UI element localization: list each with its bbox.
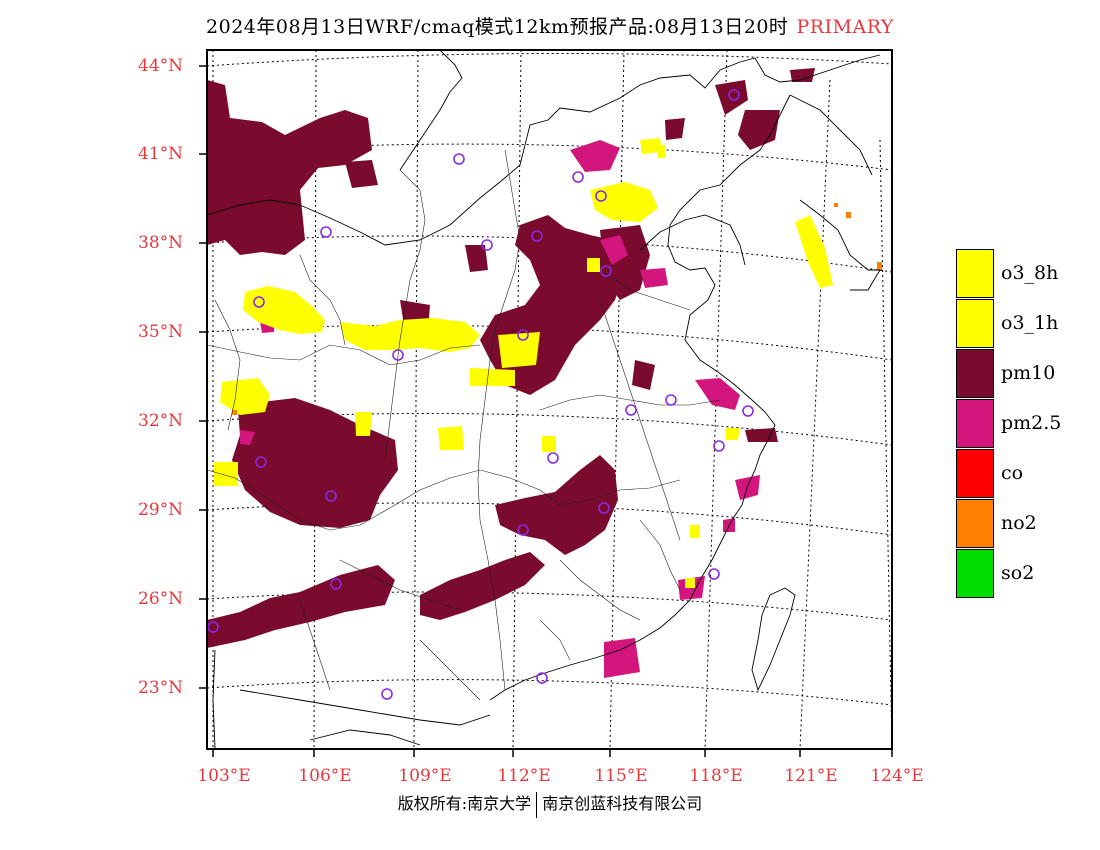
- primary-tag: PRIMARY: [796, 16, 894, 38]
- lon-label-124: 124°E: [870, 766, 924, 786]
- lat-label-26: 26°N: [138, 589, 184, 609]
- lat-label-38: 38°N: [138, 233, 184, 253]
- map-content: [207, 50, 892, 749]
- legend-label-so2: so2: [1001, 562, 1035, 584]
- copyright-divider: [536, 791, 538, 818]
- pm25-regions: [240, 140, 760, 678]
- title-text: 2024年08月13日WRF/cmaq模式12km预报产品:08月13日20时: [206, 16, 789, 38]
- legend-item-so2: so2: [956, 549, 1100, 599]
- lon-label-121: 121°E: [784, 766, 838, 786]
- legend-swatch-o3-8h: [956, 249, 994, 298]
- lon-label-112: 112°E: [497, 766, 551, 786]
- legend-swatch-no2: [956, 499, 994, 548]
- legend-swatch-pm10: [956, 349, 994, 398]
- lon-label-115: 115°E: [594, 766, 648, 786]
- lat-label-35: 35°N: [138, 322, 184, 342]
- copyright-university: 版权所有:南京大学: [397, 794, 532, 813]
- lon-label-109: 109°E: [398, 766, 452, 786]
- legend-item-o3-8h: o3_8h: [956, 249, 1100, 299]
- copyright: 版权所有:南京大学 南京创蓝科技有限公司: [0, 790, 1100, 818]
- legend-label-co: co: [1001, 462, 1024, 484]
- lat-label-23: 23°N: [138, 678, 184, 698]
- legend: o3_8h o3_1h pm10 pm2.5 co no2 so2: [956, 249, 1100, 599]
- legend-item-pm25: pm2.5: [956, 399, 1100, 449]
- legend-label-pm10: pm10: [1001, 362, 1056, 384]
- legend-item-no2: no2: [956, 499, 1100, 549]
- legend-item-co: co: [956, 449, 1100, 499]
- legend-item-o3-1h: o3_1h: [956, 299, 1100, 349]
- lon-label-118: 118°E: [689, 766, 743, 786]
- copyright-company: 南京创蓝科技有限公司: [542, 794, 703, 813]
- lat-label-29: 29°N: [138, 500, 184, 520]
- lon-label-106: 106°E: [298, 766, 352, 786]
- legend-swatch-co: [956, 449, 994, 498]
- map-title: 2024年08月13日WRF/cmaq模式12km预报产品:08月13日20时 P…: [0, 12, 1100, 39]
- legend-label-o3-1h: o3_1h: [1001, 312, 1059, 334]
- lat-label-41: 41°N: [138, 144, 184, 164]
- station-markers: [207, 89, 754, 700]
- no2-regions: [232, 203, 882, 415]
- province-boundaries: [207, 149, 721, 701]
- legend-swatch-o3-1h: [956, 299, 994, 348]
- legend-label-pm25: pm2.5: [1001, 412, 1062, 434]
- boundary-lines: [207, 50, 881, 749]
- lat-label-44: 44°N: [138, 56, 184, 76]
- lat-label-32: 32°N: [138, 411, 184, 431]
- legend-label-o3-8h: o3_8h: [1001, 262, 1059, 284]
- o3-regions: [214, 138, 833, 588]
- legend-label-no2: no2: [1001, 512, 1037, 534]
- axis-ticks: [199, 65, 893, 757]
- map-frame: [206, 49, 893, 750]
- legend-item-pm10: pm10: [956, 349, 1100, 399]
- legend-swatch-so2: [956, 549, 994, 598]
- lon-label-103: 103°E: [197, 766, 251, 786]
- legend-swatch-pm25: [956, 399, 994, 448]
